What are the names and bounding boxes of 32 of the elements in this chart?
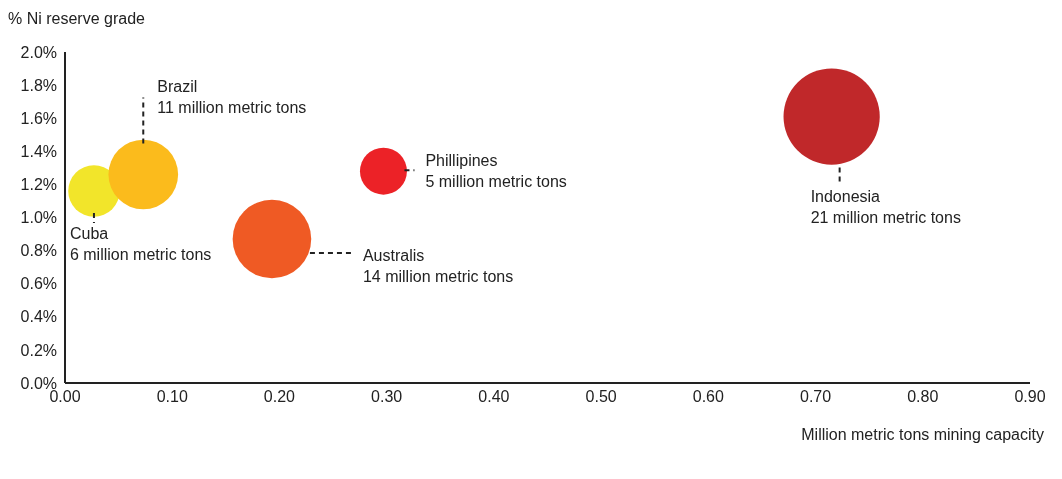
y-tick-label: 0.4% [20,308,57,326]
y-tick-label: 1.6% [20,109,57,127]
x-tick-label: 0.80 [907,388,939,406]
x-tick-label: 0.70 [799,388,832,406]
y-tick-label: 0.6% [20,275,57,293]
series-label: Phillipines [425,152,498,170]
x-tick-label: 0.30 [371,388,403,406]
data-label: 6 million metric tons [69,246,212,264]
y-tick-label: 2.0% [20,43,57,61]
x-tick-label: 0.20 [263,388,296,406]
x-tick-label: 0.90 [1014,388,1046,406]
y-tick-label: 1.8% [20,76,57,94]
y-axis-title: % Ni reserve grade [8,10,145,28]
y-tick-label: 0.2% [20,341,57,359]
x-tick-label: 0.00 [49,388,81,406]
x-axis-title: Million metric tons mining capacity [801,426,1044,444]
text: Brazil [157,78,198,96]
text: Australis [362,247,425,265]
data-label: 5 million metric tons [425,173,567,191]
y-tick-label: 1.0% [20,209,57,227]
x-tick-label: 0.60 [692,388,725,406]
y-tick-label: 0.8% [20,242,57,260]
data-label: 11 million metric tons [157,99,307,117]
x-tick-label: 0.40 [478,388,510,406]
series-label: Cuba [69,225,109,243]
y-tick-label: 1.4% [20,142,57,160]
data-label: 14 million metric tons [362,268,514,286]
data-label: 21 million metric tons [810,208,961,226]
x-tick-label: 0.10 [156,388,188,406]
series-label: Indonesia [810,187,881,205]
y-tick-label: 1.2% [20,176,57,194]
x-tick-label: 0.50 [585,388,617,406]
